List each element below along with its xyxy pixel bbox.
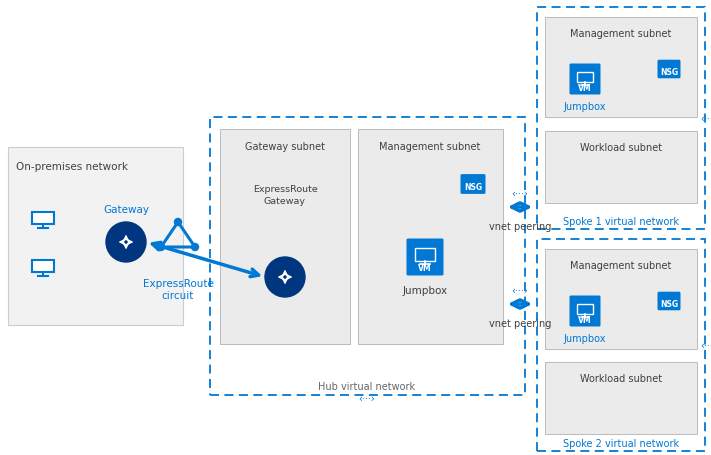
Text: Jumpbox: Jumpbox [402,285,447,295]
Bar [545,131,697,203]
Text: Management subnet: Management subnet [570,29,672,39]
Text: vnet peering: vnet peering [489,222,551,232]
FancyBboxPatch shape [570,296,601,327]
Text: ExpressRoute
Gateway: ExpressRoute Gateway [252,185,317,205]
Text: ‹···›: ‹···› [700,114,711,124]
Bar [577,304,593,315]
Circle shape [106,222,146,263]
Text: Workload subnet: Workload subnet [580,143,662,153]
Bar [415,248,435,262]
Text: Workload subnet: Workload subnet [580,373,662,383]
Text: ‹···›: ‹···› [512,285,528,295]
Bar [537,239,705,451]
Text: Jumpbox: Jumpbox [564,333,606,343]
Text: VM: VM [418,263,432,272]
Circle shape [265,258,305,298]
FancyBboxPatch shape [658,292,680,311]
Text: ‹···›: ‹···› [358,393,375,403]
Text: Jumpbox: Jumpbox [564,102,606,112]
Text: NSG: NSG [660,299,678,308]
Bar [220,130,350,344]
Text: Gateway: Gateway [103,205,149,214]
Bar [545,362,697,434]
Text: Gateway subnet: Gateway subnet [245,142,325,152]
Text: NSG: NSG [660,68,678,77]
Bar [577,72,593,83]
Bar [545,18,697,118]
Text: ‹···›: ‹···› [700,340,711,350]
FancyBboxPatch shape [461,175,486,194]
Bar [210,118,525,395]
Bar [545,249,697,349]
Circle shape [158,244,164,251]
Text: Management subnet: Management subnet [570,260,672,270]
Text: VM: VM [578,315,592,324]
Bar [32,212,54,224]
Bar [32,260,54,272]
Text: Management subnet: Management subnet [379,142,481,152]
Text: Hub virtual network: Hub virtual network [319,381,415,391]
Text: ExpressRoute
circuit: ExpressRoute circuit [143,278,213,301]
Text: NSG: NSG [464,182,482,192]
Text: On-premises network: On-premises network [16,162,128,172]
Text: vnet peering: vnet peering [489,318,551,328]
Text: ‹···›: ‹···› [512,188,528,198]
Bar [8,148,183,325]
Text: Spoke 2 virtual network: Spoke 2 virtual network [563,438,679,448]
FancyBboxPatch shape [407,239,444,276]
Circle shape [191,244,198,251]
FancyBboxPatch shape [570,64,601,95]
Circle shape [174,219,181,226]
Text: Spoke 1 virtual network: Spoke 1 virtual network [563,217,679,227]
Bar [358,130,503,344]
Bar [537,8,705,229]
Text: VM: VM [578,84,592,93]
FancyBboxPatch shape [658,61,680,79]
